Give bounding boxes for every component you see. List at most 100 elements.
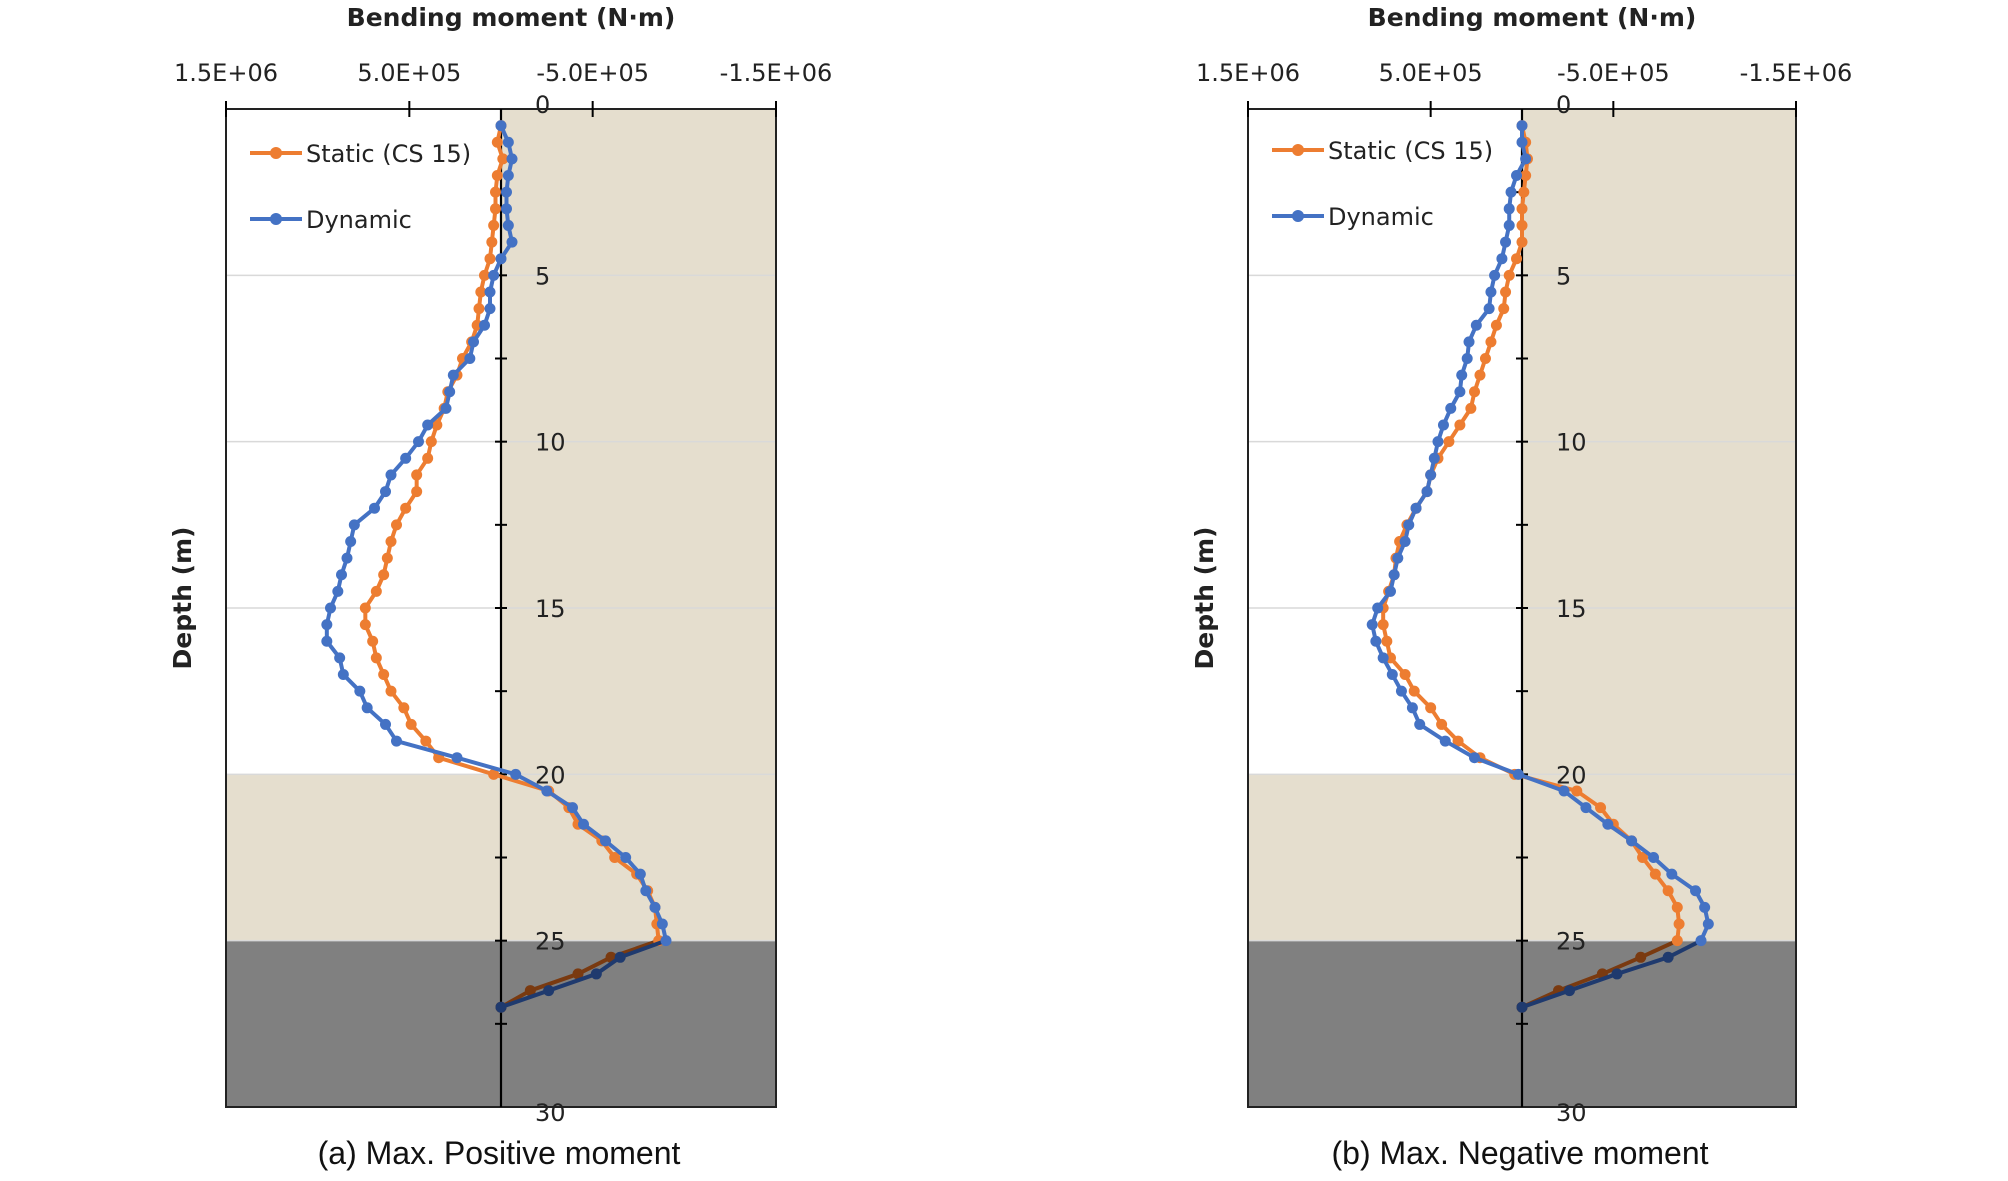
chart-a-ytick-label: 30	[535, 1099, 566, 1127]
chart-b-series-dynamic-point	[1516, 1001, 1528, 1013]
chart-a-series-static-point	[367, 635, 379, 647]
chart-a-series-static-point	[411, 486, 423, 498]
chart-a-series-dynamic-point	[348, 519, 360, 531]
chart-a-xtick-label: 1.5E+06	[174, 59, 278, 87]
chart-a-series-dynamic-point	[567, 802, 578, 814]
chart-a-series-static-point	[524, 985, 536, 997]
chart-b-series-static-point	[1671, 935, 1683, 947]
chart-a-series-dynamic-point	[337, 669, 349, 681]
chart-b-series-static-point	[1479, 353, 1491, 364]
chart-b-legend-marker-static	[1292, 144, 1304, 156]
chart-b-xtick-label: -1.5E+06	[1740, 59, 1853, 87]
chart-a-series-dynamic-point	[510, 768, 522, 780]
chart-b-legend-marker-dynamic	[1292, 210, 1304, 222]
chart-b-series-dynamic-point	[1454, 386, 1466, 398]
chart-b-series-static-point	[1474, 369, 1486, 381]
chart-a-series-dynamic-point	[464, 353, 476, 364]
chart-a-series-dynamic-point	[444, 386, 456, 398]
chart-a-series-dynamic-point	[620, 852, 632, 863]
chart-b-series-static-point	[1500, 286, 1512, 298]
chart-a-series-dynamic-point	[354, 685, 366, 697]
chart-a-y-axis-title: Depth (m)	[168, 527, 197, 670]
chart-b-series-dynamic-point	[1648, 852, 1660, 863]
chart-b-series-dynamic-point	[1512, 768, 1524, 780]
chart-b-series-static-point	[1516, 219, 1528, 231]
chart-a-series-dynamic-point	[361, 702, 373, 714]
chart-a-ytick-label: 10	[535, 429, 566, 457]
chart-b-legend-label: Dynamic	[1328, 203, 1434, 231]
chart-b-caption: (b) Max. Negative moment	[1331, 1135, 1708, 1171]
chart-b-xtick-label: 1.5E+06	[1196, 59, 1300, 87]
chart-a-series-static-point	[411, 469, 423, 481]
chart-b-series-static-point	[1443, 436, 1455, 448]
chart-a-legend-marker-static	[270, 147, 282, 159]
chart-b-ytick-label: 20	[1556, 761, 1587, 789]
chart-b-ytick-label: 15	[1556, 595, 1587, 623]
chart-b-series-static-point	[1635, 951, 1647, 963]
chart-b-series-static-point	[1399, 669, 1411, 681]
chart-b-series-dynamic-point	[1580, 802, 1592, 814]
chart-b-series-dynamic-point	[1388, 569, 1400, 581]
chart-a-series-static-point	[370, 652, 382, 664]
chart-a-legend-label: Dynamic	[306, 206, 412, 234]
chart-a-series-dynamic-point	[590, 968, 602, 980]
chart-b-series-dynamic-point	[1392, 552, 1404, 564]
chart-a-max-positive-moment: 1.5E+06 5.0E+05 -5.0E+05 -1.5E+06 0 5 10 15 20 25…	[168, 3, 832, 1171]
chart-b-series-dynamic-point	[1456, 369, 1468, 381]
chart-a-ytick-label: 20	[535, 761, 566, 789]
chart-a-series-dynamic-point	[325, 602, 336, 614]
chart-b-series-static-point	[1436, 718, 1448, 730]
chart-b-series-dynamic-point	[1662, 951, 1674, 963]
chart-a-series-dynamic-point	[502, 136, 514, 148]
chart-b-series-dynamic-point	[1421, 486, 1433, 498]
chart-a-series-dynamic-point	[501, 186, 512, 198]
chart-a-ytick-label: 15	[535, 595, 566, 623]
chart-b-series-dynamic-point	[1505, 186, 1517, 198]
chart-b-series-dynamic-point	[1511, 170, 1523, 182]
chart-a-series-static-point	[431, 419, 443, 431]
chart-a-series-static-point	[398, 702, 410, 714]
chart-a-xtick-label: -5.0E+05	[536, 59, 649, 87]
chart-a-series-static-point	[422, 452, 434, 464]
chart-b-series-dynamic-point	[1503, 203, 1515, 215]
chart-a-series-static-point	[378, 569, 390, 581]
chart-b-series-dynamic-point	[1403, 519, 1415, 531]
chart-b-series-dynamic-point	[1690, 885, 1702, 897]
chart-b-series-dynamic-point	[1520, 153, 1532, 165]
chart-a-series-dynamic-point	[649, 901, 661, 913]
chart-a-series-dynamic-point	[502, 219, 514, 231]
chart-b-series-static-point	[1662, 885, 1674, 897]
chart-b-series-dynamic-point	[1483, 303, 1495, 315]
chart-a-series-dynamic-point	[321, 619, 333, 631]
chart-b-series-static-point	[1520, 170, 1532, 182]
chart-b-series-dynamic-point	[1611, 968, 1623, 980]
chart-b-series-static-point	[1490, 319, 1502, 331]
chart-a-series-static-point	[609, 852, 621, 863]
chart-a-series-dynamic-point	[495, 1001, 507, 1013]
chart-a-series-static-point	[425, 436, 437, 448]
chart-b-series-static-point	[1485, 336, 1497, 348]
chart-b-ytick-label: 0	[1556, 91, 1571, 119]
chart-b-xtick-label: -5.0E+05	[1557, 59, 1670, 87]
chart-a-series-dynamic-point	[541, 785, 553, 797]
chart-a-series-dynamic-point	[495, 120, 507, 132]
chart-a-xtick-label: -1.5E+06	[720, 59, 833, 87]
chart-b-series-dynamic-point	[1695, 935, 1707, 947]
chart-a-series-static-point	[391, 519, 402, 531]
chart-b-series-dynamic-point	[1437, 419, 1449, 431]
chart-b-series-dynamic-point	[1500, 236, 1512, 248]
chart-a-series-dynamic-point	[380, 486, 391, 498]
chart-b-ytick-label: 5	[1556, 262, 1571, 290]
chart-b-ytick-label: 30	[1556, 1099, 1587, 1127]
chart-a-series-static-point	[385, 685, 397, 697]
chart-b-series-static-point	[1408, 685, 1420, 697]
chart-b-legend-label: Static (CS 15)	[1328, 137, 1493, 165]
chart-a-series-dynamic-point	[502, 170, 514, 182]
chart-b-series-static-point	[1649, 868, 1661, 880]
chart-b-series-static-point	[1516, 236, 1528, 248]
chart-a-series-dynamic-point	[413, 436, 424, 448]
chart-b-series-dynamic-point	[1461, 353, 1473, 364]
chart-a-series-dynamic-point	[391, 735, 402, 747]
chart-b-series-static-point	[1498, 303, 1510, 315]
